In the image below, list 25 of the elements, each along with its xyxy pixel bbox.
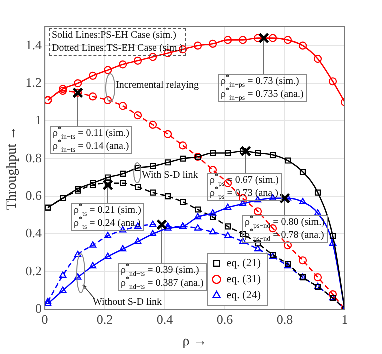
x-axis-title: ρ → (182, 334, 208, 350)
annotation: ρ$^{*}$$_{ts}$ = 0.24 (ana.) (74, 216, 142, 231)
annotation: ρ$^{*}$$_{in−ts}$ = 0.14 (ana.) (53, 138, 130, 154)
legend-label: eq. (21) (226, 257, 262, 270)
y-tick-label: 0 (36, 301, 42, 316)
legend-label: eq. (31) (226, 273, 262, 286)
x-tick-label: 0.8 (276, 312, 294, 327)
y-tick-label: 1.2 (26, 74, 42, 90)
y-axis-title: Throughput → (5, 126, 20, 210)
y-tick-label: 0.4 (26, 226, 43, 241)
x-tick-label: 0.6 (216, 312, 234, 327)
legend-label: eq. (24) (226, 289, 262, 302)
x-tick-label: 1 (342, 312, 348, 327)
y-tick-label: 0.6 (26, 188, 43, 203)
y-tick-label: 0.2 (26, 263, 42, 278)
annotation: Without S-D link (93, 296, 162, 309)
y-tick-label: 1.4 (26, 37, 43, 52)
annotation: With S-D link (142, 169, 198, 182)
x-tick-label: 0.2 (96, 312, 114, 327)
annotation: Incremental relaying (116, 79, 200, 92)
y-tick-label: 0.8 (26, 150, 42, 166)
annotation: ρ$^{*}$$_{nd−ts}$ = 0.387 (ana.) (121, 276, 204, 291)
annotation: Solid Lines:PS-EH Case (sim.) (52, 29, 178, 42)
y-tick-label: 1 (36, 112, 42, 128)
x-tick-label: 0.4 (156, 312, 174, 327)
